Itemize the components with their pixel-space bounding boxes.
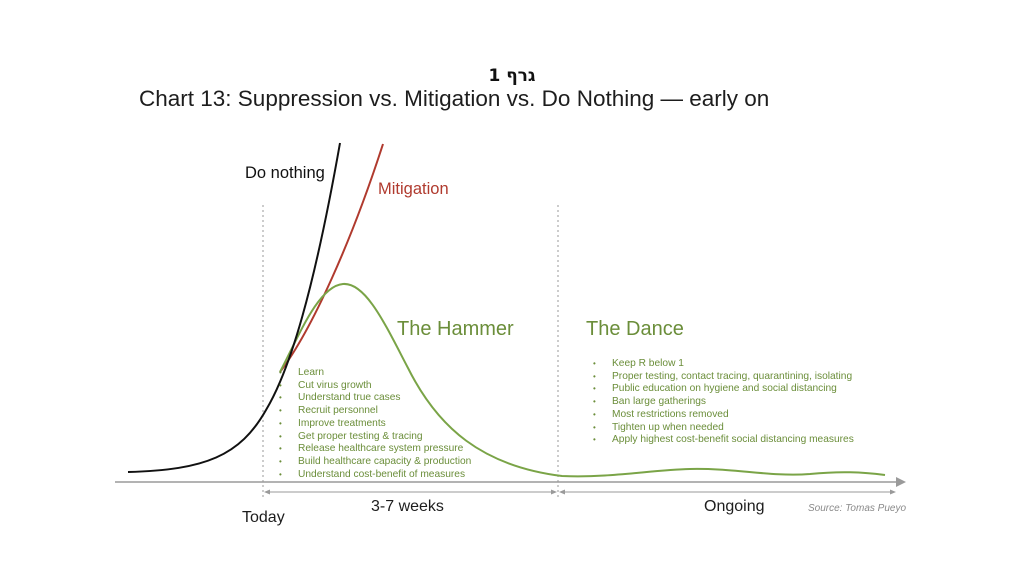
hebrew-chart-label: גרף 1 [488,66,536,86]
mitigation-curve [279,143,384,373]
do-nothing-curve [127,142,341,473]
hammer-list-item: Learn [278,367,471,380]
hammer-list-item: Get proper testing & tracing [278,431,471,444]
x-label-weeks: 3-7 weeks [371,498,444,515]
hammer-list-item: Build healthcare capacity & production [278,456,471,469]
x-label-ongoing: Ongoing [704,498,765,515]
mitigation-label: Mitigation [378,180,449,198]
dance-list-item: Most restrictions removed [592,409,854,422]
hammer-list-item: Improve treatments [278,418,471,431]
duration-arrow-weeks-right-head [551,489,557,495]
hammer-list: Learn Cut virus growth Understand true c… [278,367,471,481]
hammer-list-item: Cut virus growth [278,380,471,393]
dance-list: Keep R below 1 Proper testing, contact t… [592,358,854,447]
source-note: Source: Tomas Pueyo [808,503,907,514]
dance-list-item: Public education on hygiene and social d… [592,383,854,396]
hammer-list-item: Release healthcare system pressure [278,443,471,456]
dance-title: The Dance [586,318,684,340]
hammer-list-item: Understand true cases [278,392,471,405]
dance-list-item: Keep R below 1 [592,358,854,371]
hammer-list-item: Understand cost-benefit of measures [278,469,471,482]
chart-title: Chart 13: Suppression vs. Mitigation vs.… [139,86,770,111]
duration-arrow-ongoing-right-head [890,489,896,495]
x-axis-arrowhead [896,477,906,487]
dance-list-item: Proper testing, contact tracing, quarant… [592,371,854,384]
do-nothing-label: Do nothing [245,164,325,182]
dance-list-item: Ban large gatherings [592,396,854,409]
dance-list-item: Tighten up when needed [592,422,854,435]
x-label-today: Today [242,509,285,526]
dance-list-item: Apply highest cost-benefit social distan… [592,434,854,447]
suppression-curve [279,282,886,478]
hammer-title: The Hammer [397,318,514,340]
hammer-list-item: Recruit personnel [278,405,471,418]
duration-arrow-ongoing-left-head [559,489,565,495]
duration-arrow-weeks-left-head [264,489,270,495]
